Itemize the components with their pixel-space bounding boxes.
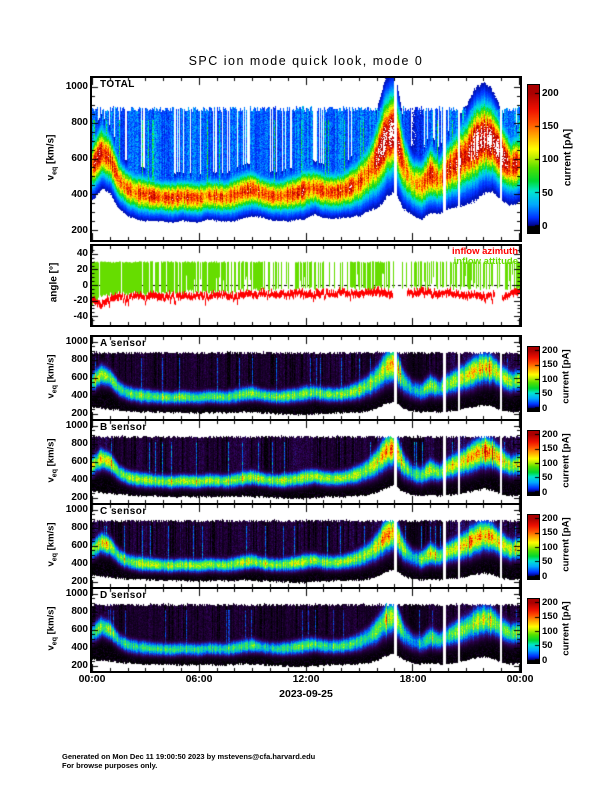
- colorbar-tick-label-a: 50: [542, 388, 553, 400]
- colorbar-tick-label-c: 100: [542, 541, 558, 553]
- y-tick-label-b: 200: [71, 492, 88, 504]
- colorbar-tick-label-total: 0: [542, 220, 548, 232]
- panel-a-sensor: A sensor: [90, 335, 522, 421]
- y-tick-label-total: 600: [71, 153, 88, 164]
- colorbar-tick-label-c: 50: [542, 556, 553, 568]
- y-tick-label-angle: -40: [73, 311, 88, 323]
- colorbar-tick-label-b: 150: [542, 443, 558, 455]
- colorbar-tick-label-b: 50: [542, 472, 553, 484]
- panel-label-b-sensor: B sensor: [100, 422, 147, 433]
- colorbar-tick-label-d: 100: [542, 625, 558, 637]
- colorbar-tick-label-c: 150: [542, 527, 558, 539]
- panel-total: TOTAL: [90, 76, 522, 242]
- y-tick-label-c: 400: [71, 558, 88, 570]
- colorbar-tick-label-b: 0: [542, 486, 548, 498]
- panel-label-c-sensor: C sensor: [100, 506, 147, 517]
- y-tick-label-angle: 20: [76, 263, 88, 275]
- y-tick-label-d: 400: [71, 642, 88, 654]
- colorbar-tick-label-total: 200: [542, 87, 559, 99]
- colorbar-tick-label-total: 50: [542, 187, 554, 199]
- colorbar-total-canvas: [528, 85, 539, 233]
- y-tick-label-angle: -20: [73, 295, 88, 307]
- panel-label-total: TOTAL: [100, 79, 135, 90]
- colorbar-total: [527, 84, 540, 234]
- y-tick-label-b: 800: [71, 437, 88, 449]
- colorbar-d-canvas: [528, 599, 539, 663]
- y-tick-label-total: 1000: [65, 81, 88, 92]
- x-tick-label: 12:00: [292, 673, 320, 685]
- colorbar-a-canvas: [528, 347, 539, 411]
- colorbar-tick-label-total: 100: [542, 154, 559, 166]
- y-tick-label-a: 200: [71, 408, 88, 420]
- y-tick-label-a: 400: [71, 390, 88, 402]
- colorbar-tick-label-a: 100: [542, 373, 558, 385]
- y-tick-label-a: 600: [71, 372, 88, 383]
- colorbar-tick-label-d: 150: [542, 611, 558, 623]
- b-sensor-spectrogram-canvas: [92, 421, 520, 503]
- y-tick-label-angle: 0: [82, 279, 88, 291]
- y-tick-label-b: 400: [71, 474, 88, 486]
- colorbar-tick-label-d: 200: [542, 596, 558, 608]
- colorbar-c-canvas: [528, 515, 539, 579]
- legend-inflow-attitude: inflow attitude: [453, 256, 518, 267]
- y-tick-label-d: 200: [71, 660, 88, 672]
- panel-label-d-sensor: D sensor: [100, 590, 147, 601]
- panel-angle: [90, 244, 522, 327]
- panel-b-sensor: B sensor: [90, 419, 522, 505]
- y-tick-label-d: 800: [71, 605, 88, 617]
- colorbar-c-sensor: [527, 514, 540, 580]
- colorbar-a-sensor: [527, 346, 540, 412]
- colorbar-tick-label-c: 200: [542, 512, 558, 524]
- colorbar-label-d: current [pA]: [560, 601, 572, 656]
- y-tick-label-b: 1000: [65, 419, 88, 431]
- y-tick-label-total: 800: [71, 117, 88, 128]
- x-tick-label: 06:00: [185, 673, 213, 685]
- plot-title: SPC ion mode quick look, mode 0: [188, 54, 424, 68]
- x-tick-label: 00:00: [78, 673, 106, 685]
- colorbar-tick-label-b: 100: [542, 457, 558, 469]
- y-tick-label-d: 1000: [65, 587, 88, 599]
- y-tick-label-c: 200: [71, 576, 88, 588]
- colorbar-tick-label-total: 150: [542, 120, 559, 132]
- colorbar-tick-label-a: 200: [542, 344, 558, 356]
- colorbar-tick-label-d: 50: [542, 640, 553, 652]
- colorbar-tick-label-c: 0: [542, 570, 548, 582]
- colorbar-d-sensor: [527, 598, 540, 664]
- total-spectrogram-canvas: [92, 78, 520, 240]
- colorbar-label-total: current [pA]: [562, 128, 574, 187]
- footer-generated-line: Generated on Mon Dec 11 19:00:50 2023 by…: [62, 752, 316, 761]
- y-tick-label-c: 800: [71, 521, 88, 533]
- c-sensor-spectrogram-canvas: [92, 505, 520, 587]
- x-tick-label: 00:00: [506, 673, 534, 685]
- y-tick-label-c: 1000: [65, 503, 88, 515]
- colorbar-tick-label-d: 0: [542, 654, 548, 666]
- angle-plot-canvas: [92, 246, 520, 325]
- y-tick-label-a: 800: [71, 353, 88, 365]
- y-tick-label-total: 400: [71, 189, 88, 200]
- a-sensor-spectrogram-canvas: [92, 337, 520, 419]
- y-tick-label-b: 600: [71, 456, 88, 467]
- colorbar-tick-label-b: 200: [542, 428, 558, 440]
- d-sensor-spectrogram-canvas: [92, 589, 520, 671]
- footer-browse-line: For browse purposes only.: [62, 761, 158, 770]
- panel-c-sensor: C sensor: [90, 503, 522, 589]
- y-tick-label-total: 200: [71, 225, 88, 236]
- colorbar-b-canvas: [528, 431, 539, 495]
- colorbar-tick-label-a: 150: [542, 359, 558, 371]
- legend-inflow-azimuth: inflow azimuth: [452, 246, 518, 257]
- x-axis-date-label: 2023-09-25: [279, 688, 333, 700]
- colorbar-b-sensor: [527, 430, 540, 496]
- y-tick-label-a: 1000: [65, 335, 88, 347]
- panel-label-a-sensor: A sensor: [100, 338, 147, 349]
- colorbar-tick-label-a: 0: [542, 402, 548, 414]
- y-tick-label-angle: 40: [76, 247, 88, 259]
- y-tick-label-d: 600: [71, 624, 88, 635]
- y-tick-label-c: 600: [71, 540, 88, 551]
- panel-d-sensor: D sensor: [90, 587, 522, 673]
- x-tick-label: 18:00: [399, 673, 427, 685]
